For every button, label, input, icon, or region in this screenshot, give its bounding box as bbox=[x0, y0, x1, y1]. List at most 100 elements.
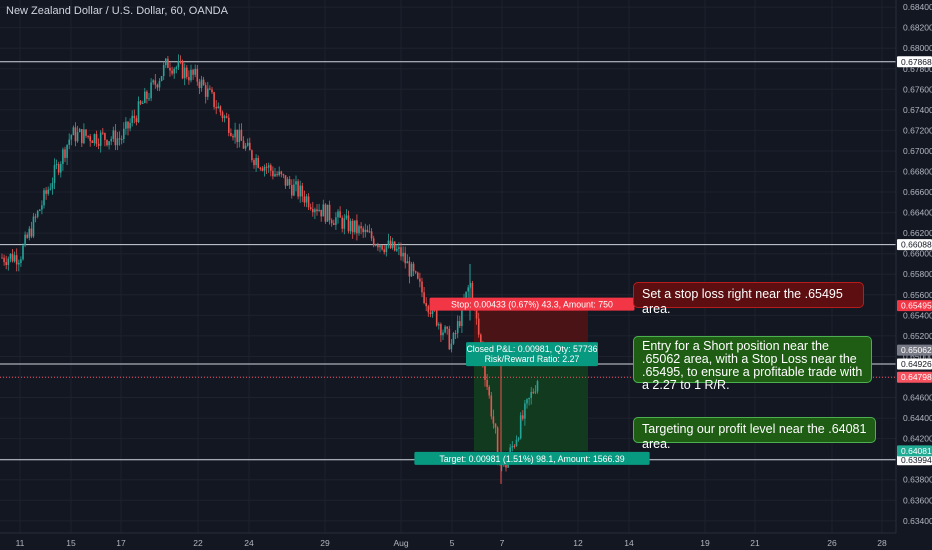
candle bbox=[18, 259, 20, 272]
candle bbox=[528, 397, 530, 406]
candle bbox=[368, 224, 371, 233]
candle-body bbox=[320, 209, 322, 217]
level-tag-label: 0.67868 bbox=[901, 57, 932, 67]
y-tick-label: 0.64600 bbox=[903, 393, 932, 403]
price-axis: 0.68400 0.68200 0.68000 0.67800 0.67600 0.674… bbox=[895, 0, 932, 550]
candle bbox=[171, 66, 173, 76]
closed-pnl-label: Closed P&L: 0.00981, Qty: 57736 bbox=[466, 344, 597, 354]
candle-body bbox=[270, 165, 272, 171]
target-note[interactable]: Targeting our profit level near the .640… bbox=[633, 417, 876, 451]
candle-body bbox=[299, 185, 301, 197]
y-tick-label: 0.66600 bbox=[903, 187, 932, 197]
candle-body bbox=[95, 134, 98, 144]
candle-body bbox=[156, 84, 159, 88]
candle bbox=[207, 81, 209, 101]
candle-body bbox=[129, 122, 131, 129]
candle-body bbox=[15, 255, 18, 265]
level-tag bbox=[897, 358, 932, 370]
candle bbox=[414, 270, 417, 275]
candle-body bbox=[438, 324, 440, 326]
candle-body bbox=[106, 139, 108, 146]
candle bbox=[320, 209, 322, 222]
candle bbox=[179, 55, 182, 65]
candle bbox=[99, 130, 102, 153]
candle-body bbox=[74, 127, 77, 142]
candle bbox=[276, 171, 278, 177]
candle bbox=[280, 170, 283, 178]
candle-body bbox=[406, 261, 409, 264]
price-marker-label: 0.65495 bbox=[901, 301, 932, 311]
candle-body bbox=[114, 130, 117, 146]
candle bbox=[400, 242, 402, 261]
candle bbox=[238, 123, 241, 148]
candle bbox=[11, 248, 14, 263]
candle bbox=[45, 187, 47, 200]
candle-body bbox=[123, 128, 125, 140]
candle bbox=[152, 79, 154, 85]
candle-body bbox=[276, 174, 278, 176]
x-tick-label: Aug bbox=[393, 538, 408, 548]
candle-body bbox=[68, 139, 70, 145]
price-marker bbox=[897, 300, 932, 312]
candle bbox=[360, 222, 362, 235]
candle-body bbox=[49, 188, 52, 190]
price-marker bbox=[897, 371, 932, 383]
price-marker-label: 0.65062 bbox=[901, 345, 932, 355]
candle bbox=[211, 87, 213, 94]
y-tick-label: 0.66200 bbox=[903, 228, 932, 238]
candle bbox=[383, 245, 385, 255]
candle-body bbox=[524, 403, 526, 419]
candle bbox=[64, 146, 66, 163]
candle-body bbox=[181, 61, 184, 79]
candle bbox=[173, 67, 175, 79]
candle-body bbox=[89, 136, 91, 142]
candle bbox=[148, 92, 150, 101]
candle-body bbox=[375, 244, 377, 246]
candle-body bbox=[175, 67, 178, 69]
x-tick-label: 7 bbox=[500, 538, 505, 548]
candle bbox=[490, 391, 493, 420]
candle-body bbox=[246, 142, 249, 146]
candle-body bbox=[337, 211, 339, 218]
candle bbox=[429, 310, 432, 318]
candle-body bbox=[450, 343, 453, 350]
x-tick-label: 28 bbox=[877, 538, 887, 548]
price-marker bbox=[897, 344, 932, 356]
y-tick-label: 0.67600 bbox=[903, 84, 932, 94]
candle bbox=[225, 112, 228, 119]
candle-body bbox=[30, 228, 33, 237]
x-tick-label: 26 bbox=[827, 538, 837, 548]
candle bbox=[316, 204, 318, 216]
y-tick-label: 0.67000 bbox=[903, 146, 932, 156]
entry-note[interactable]: Entry for a Short position near the .650… bbox=[633, 336, 872, 392]
candle bbox=[488, 385, 490, 399]
candle bbox=[417, 271, 419, 280]
candle bbox=[396, 244, 398, 253]
candle bbox=[165, 57, 167, 68]
candle bbox=[116, 131, 119, 151]
y-tick-label: 0.66000 bbox=[903, 249, 932, 259]
candle-body bbox=[511, 445, 514, 448]
candle-body bbox=[404, 252, 406, 264]
candle bbox=[265, 163, 268, 174]
candle bbox=[444, 325, 446, 334]
candle-body bbox=[484, 363, 486, 380]
candle-body bbox=[36, 210, 39, 217]
candle bbox=[270, 163, 272, 177]
price-marker-label: 0.64081 bbox=[901, 446, 932, 456]
candle-body bbox=[62, 149, 64, 165]
candle bbox=[28, 226, 31, 241]
x-tick-label: 11 bbox=[16, 538, 25, 548]
stop-loss-note[interactable]: Set a stop loss right near the .65495 ar… bbox=[633, 282, 864, 316]
candle bbox=[51, 177, 54, 195]
candle bbox=[202, 76, 205, 86]
candle bbox=[335, 212, 337, 230]
candle bbox=[309, 203, 312, 211]
candle-body bbox=[402, 252, 404, 257]
candle-body bbox=[112, 130, 115, 139]
candle bbox=[295, 175, 297, 192]
candle-body bbox=[356, 220, 358, 234]
y-tick-label: 0.65000 bbox=[903, 351, 932, 361]
candle bbox=[188, 70, 190, 85]
